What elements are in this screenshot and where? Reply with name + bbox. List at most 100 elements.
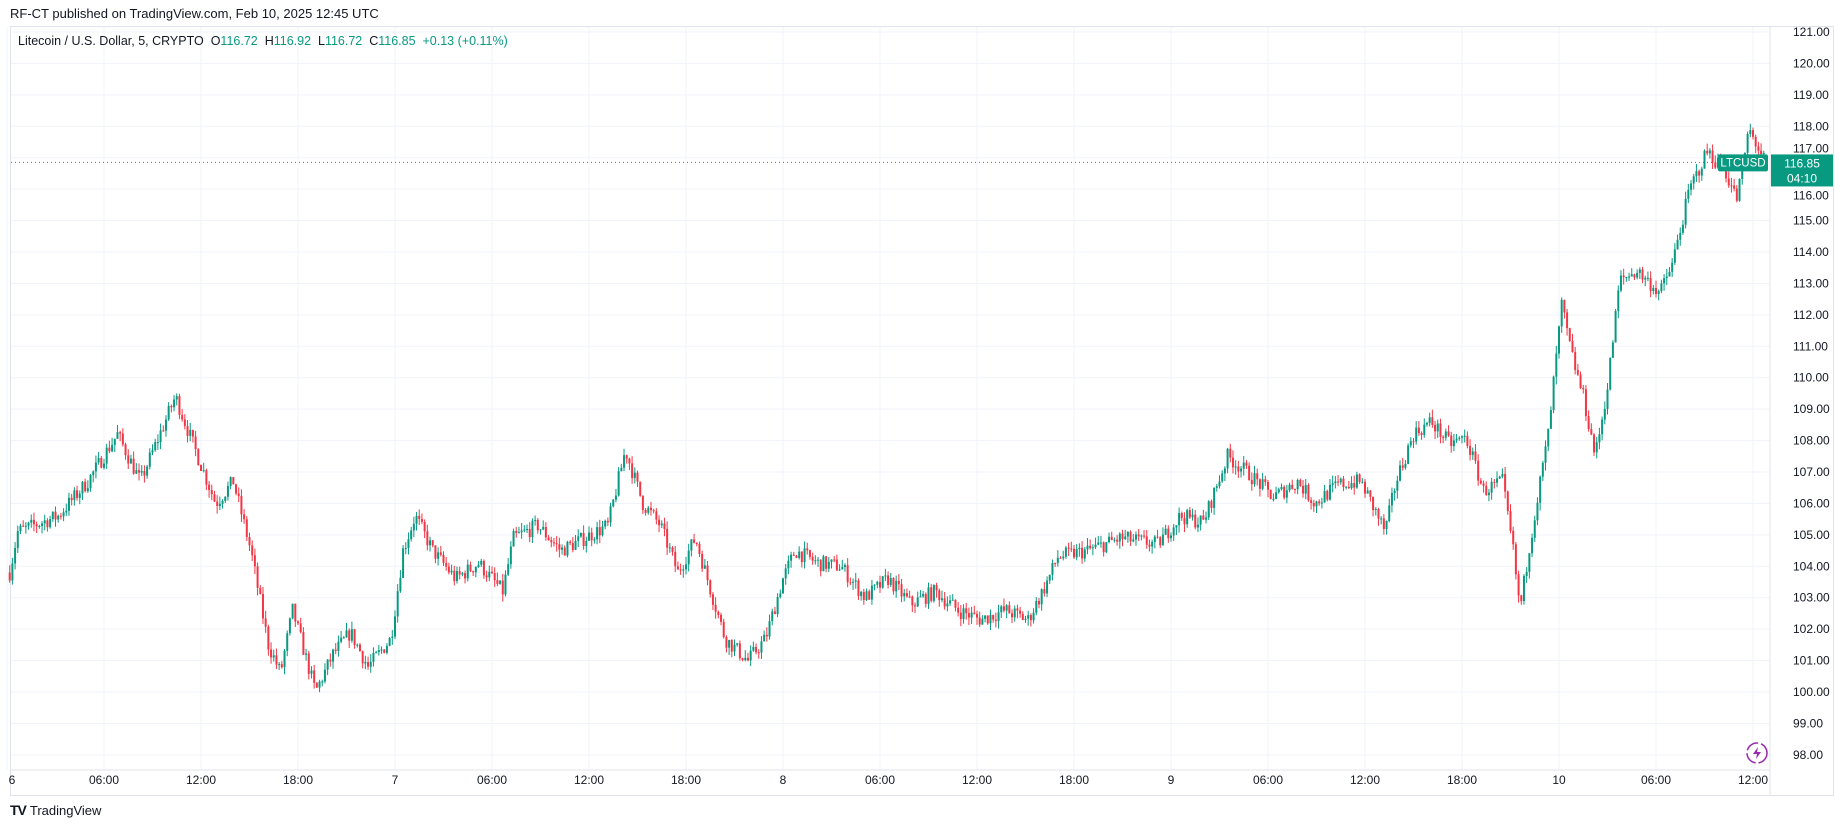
candle-body <box>1372 496 1375 511</box>
candle-body <box>299 623 302 633</box>
candle-body <box>183 419 186 427</box>
candle-body <box>178 396 181 415</box>
candle-body <box>164 419 167 431</box>
symbol-legend: Litecoin / U.S. Dollar, 5, CRYPTO O116.7… <box>18 34 508 48</box>
candle-body <box>1555 353 1558 377</box>
candle-body <box>474 566 477 573</box>
candle-body <box>321 681 324 683</box>
candle-body <box>649 507 652 511</box>
candle-body <box>1118 533 1121 542</box>
candle-body <box>1452 440 1455 447</box>
candle-body <box>302 632 305 655</box>
candle-body <box>1671 262 1674 272</box>
candle-body <box>143 471 146 476</box>
candle-body <box>1622 275 1625 278</box>
time-tick-label: 10 <box>1552 773 1566 787</box>
candle-body <box>1310 500 1313 504</box>
candle-body <box>1350 483 1353 489</box>
candle-body <box>655 511 658 520</box>
candle-body <box>1320 502 1323 504</box>
candle-body <box>191 429 194 437</box>
candle-body <box>1159 537 1162 546</box>
time-tick-label: 8 <box>780 773 787 787</box>
candle-body <box>86 488 89 492</box>
candle-body <box>709 580 712 595</box>
candle-body <box>1423 424 1426 435</box>
candle-body <box>835 559 838 571</box>
candle-body <box>1323 491 1326 503</box>
candle-body <box>1099 542 1102 544</box>
candle-body <box>383 649 386 653</box>
candle-body <box>1016 608 1019 611</box>
candle-body <box>224 496 227 501</box>
candle-body <box>1655 287 1657 294</box>
candle-body <box>67 497 70 511</box>
candle-body <box>507 564 510 575</box>
candle-body <box>1070 548 1073 550</box>
candle-body <box>1167 528 1170 539</box>
candle-body <box>1105 542 1108 553</box>
price-tick-label: 114.00 <box>1793 245 1829 259</box>
candle-body <box>957 607 960 613</box>
candle-body <box>1560 299 1563 327</box>
candle-body <box>561 547 564 550</box>
candle-body <box>720 614 723 622</box>
candle-body <box>1593 434 1596 453</box>
candle-body <box>1633 274 1636 278</box>
candle-body <box>617 471 620 496</box>
candle-body <box>1727 178 1730 186</box>
time-tick-label: 12:00 <box>186 773 216 787</box>
candle-body <box>1223 468 1226 474</box>
candle-body <box>485 575 488 578</box>
candle-body <box>105 447 108 464</box>
ticker-badge: LTCUSD <box>1718 154 1768 172</box>
candle-body <box>1067 547 1070 549</box>
grid <box>6 27 1771 795</box>
candle-body <box>1221 473 1224 482</box>
candle-body <box>1681 224 1684 233</box>
candle-body <box>833 559 836 561</box>
time-tick-label: 06:00 <box>1641 773 1671 787</box>
candle-body <box>156 441 159 443</box>
candle-body <box>1191 514 1194 518</box>
time-axis[interactable]: 6 06:00 12:00 18:00 7 06:00 12:00 18:00 8 06:00 12… <box>9 773 1769 787</box>
candle-body <box>1164 528 1167 535</box>
symbol-name[interactable]: Litecoin / U.S. Dollar, 5, CRYPTO <box>18 34 204 48</box>
candle-body <box>1698 171 1701 176</box>
candle-body <box>439 552 442 555</box>
candle-body <box>1636 272 1639 278</box>
candle-body <box>647 507 650 513</box>
lightning-icon[interactable] <box>1746 742 1768 764</box>
candle-body <box>1108 536 1111 543</box>
candle-body <box>491 571 493 574</box>
tradingview-logo[interactable]: TV TradingView <box>10 802 101 818</box>
candle-body <box>992 615 995 620</box>
candle-body <box>170 405 173 408</box>
candle-body <box>1501 473 1504 477</box>
candle-body <box>364 662 367 664</box>
candle-body <box>1590 429 1593 435</box>
candle-body <box>1399 465 1402 481</box>
candle-body <box>1126 531 1129 537</box>
candle-body <box>1078 547 1081 550</box>
candle-body <box>1199 515 1202 525</box>
price-axis[interactable]: 98.00 99.00 100.00 101.00 102.00 103.00 104.00… <box>1793 25 1830 762</box>
candle-body <box>905 593 908 597</box>
time-tick-label: 06:00 <box>865 773 895 787</box>
candle-body <box>671 547 674 552</box>
candle-body <box>1684 198 1687 225</box>
candle-body <box>803 548 806 563</box>
candle-body <box>453 570 456 582</box>
candle-body <box>639 481 642 496</box>
time-tick-label: 12:00 <box>574 773 604 787</box>
candle-body <box>429 540 432 546</box>
candle-body <box>1754 136 1757 147</box>
candle-body <box>900 584 903 597</box>
candle-body <box>943 598 946 607</box>
candle-body <box>1547 428 1550 447</box>
candle-body <box>666 528 669 548</box>
time-tick-label: 6 <box>9 773 16 787</box>
candle-body <box>329 659 332 662</box>
candle-body <box>1002 606 1005 611</box>
